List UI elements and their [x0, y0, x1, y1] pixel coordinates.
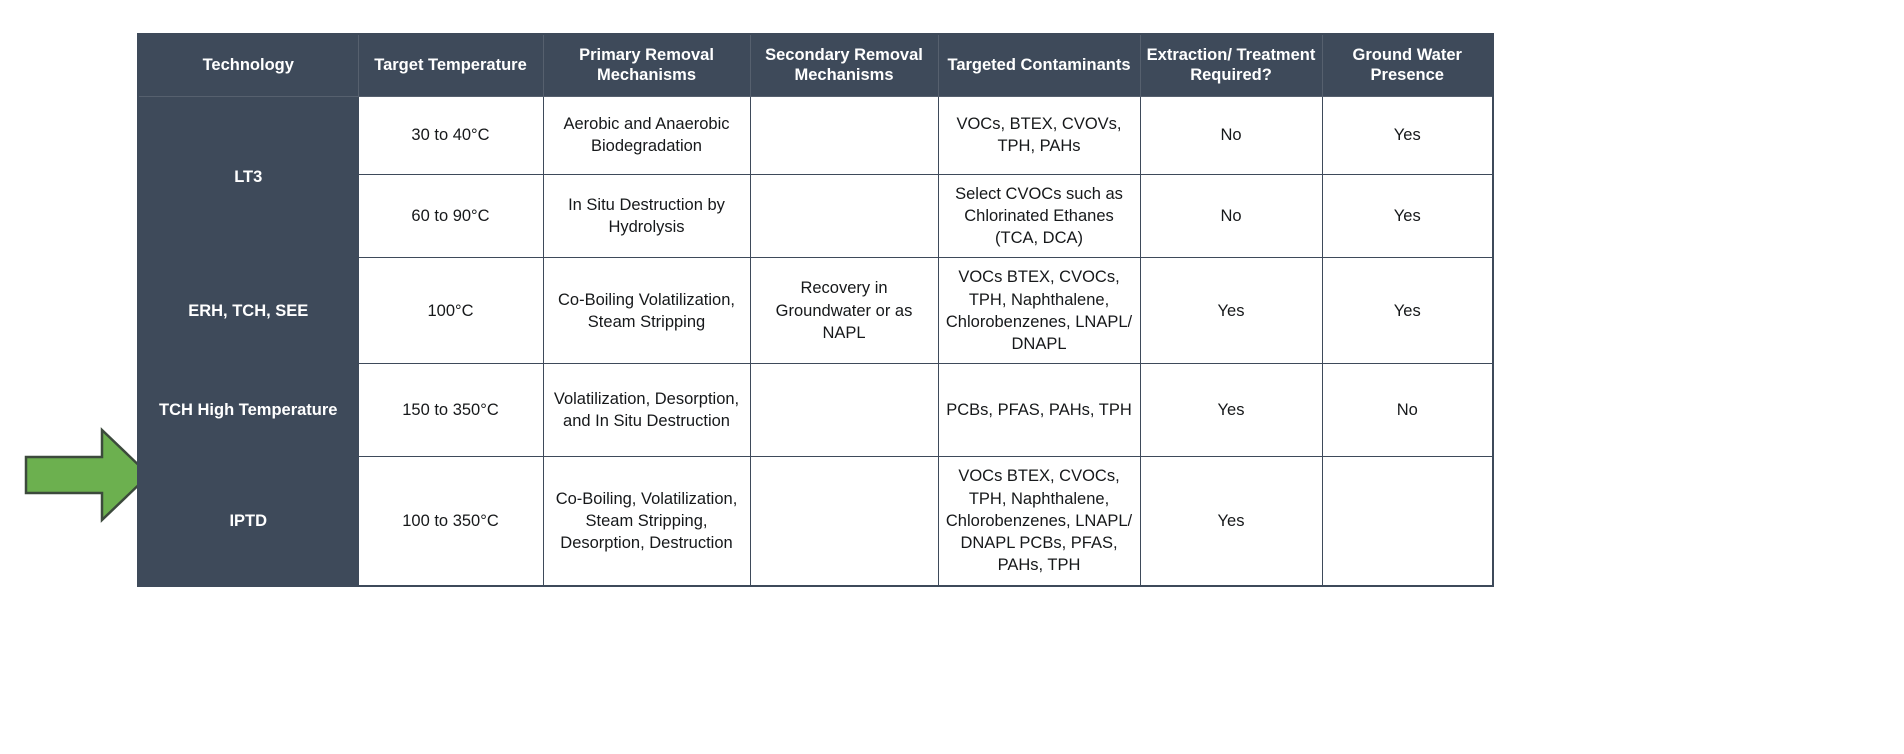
- cell-target-temperature: 150 to 350°C: [357, 363, 544, 458]
- cell-targeted-contaminants: Select CVOCs such as Chlorinated Ethanes…: [937, 173, 1141, 259]
- table-header: Technology Target Temperature Primary Re…: [137, 33, 1494, 97]
- table-body: LT3 30 to 40°C Aerobic and Anaerobic Bio…: [137, 95, 1494, 587]
- cell-ground-water-presence: Yes: [1321, 95, 1494, 175]
- cell-technology-lt3: LT3: [137, 95, 359, 259]
- cell-target-temperature: 100°C: [357, 257, 544, 365]
- column-header-ground-water-presence: Ground Water Presence: [1321, 33, 1494, 97]
- column-header-targeted-contaminants: Targeted Contaminants: [937, 33, 1141, 97]
- column-header-primary-removal-mechanisms: Primary Removal Mechanisms: [542, 33, 751, 97]
- cell-extraction-required: Yes: [1139, 363, 1323, 458]
- cell-secondary-removal: [749, 456, 939, 587]
- cell-secondary-removal: [749, 95, 939, 175]
- column-header-secondary-removal-mechanisms: Secondary Removal Mechanisms: [749, 33, 939, 97]
- cell-secondary-removal: [749, 173, 939, 259]
- cell-primary-removal: Aerobic and Anaerobic Biodegradation: [542, 95, 751, 175]
- cell-technology-erh-tch-see: ERH, TCH, SEE: [137, 257, 359, 365]
- table-row: IPTD 100 to 350°C Co-Boiling, Volatiliza…: [137, 456, 1494, 587]
- column-header-extraction-treatment-required: Extraction/ Treatment Required?: [1139, 33, 1323, 97]
- cell-ground-water-presence: [1321, 456, 1494, 587]
- cell-extraction-required: No: [1139, 173, 1323, 259]
- cell-targeted-contaminants: VOCs, BTEX, CVOVs, TPH, PAHs: [937, 95, 1141, 175]
- cell-extraction-required: Yes: [1139, 456, 1323, 587]
- column-header-technology: Technology: [137, 33, 359, 97]
- cell-targeted-contaminants: PCBs, PFAS, PAHs, TPH: [937, 363, 1141, 458]
- cell-secondary-removal: Recovery in Groundwater or as NAPL: [749, 257, 939, 365]
- cell-ground-water-presence: Yes: [1321, 173, 1494, 259]
- header-row: Technology Target Temperature Primary Re…: [137, 33, 1494, 97]
- green-pointer-arrow: [20, 420, 155, 530]
- cell-targeted-contaminants: VOCs BTEX, CVOCs, TPH, Naphthalene, Chlo…: [937, 456, 1141, 587]
- cell-secondary-removal: [749, 363, 939, 458]
- cell-extraction-required: Yes: [1139, 257, 1323, 365]
- cell-technology-iptd: IPTD: [137, 456, 359, 587]
- cell-extraction-required: No: [1139, 95, 1323, 175]
- table-row-highlighted: TCH High Temperature 150 to 350°C Volati…: [137, 363, 1494, 458]
- cell-targeted-contaminants: VOCs BTEX, CVOCs, TPH, Naphthalene, Chlo…: [937, 257, 1141, 365]
- cell-ground-water-presence: Yes: [1321, 257, 1494, 365]
- column-header-target-temperature: Target Temperature: [357, 33, 544, 97]
- cell-target-temperature: 100 to 350°C: [357, 456, 544, 587]
- cell-technology-tch-high-temperature: TCH High Temperature: [137, 363, 359, 458]
- cell-target-temperature: 60 to 90°C: [357, 173, 544, 259]
- cell-primary-removal: Volatilization, Desorption, and In Situ …: [542, 363, 751, 458]
- arrow-right-icon: [24, 427, 151, 523]
- cell-primary-removal: Co-Boiling, Volatilization, Steam Stripp…: [542, 456, 751, 587]
- technology-comparison-table-container: Technology Target Temperature Primary Re…: [137, 33, 1494, 587]
- table-row: LT3 30 to 40°C Aerobic and Anaerobic Bio…: [137, 95, 1494, 259]
- cell-primary-removal: In Situ Destruction by Hydrolysis: [542, 173, 751, 259]
- cell-primary-removal: Co-Boiling Volatilization, Steam Strippi…: [542, 257, 751, 365]
- cell-target-temperature: 30 to 40°C: [357, 95, 544, 175]
- technology-comparison-table: Technology Target Temperature Primary Re…: [137, 33, 1494, 587]
- cell-ground-water-presence: No: [1321, 363, 1494, 458]
- table-row: ERH, TCH, SEE 100°C Co-Boiling Volatiliz…: [137, 257, 1494, 365]
- table-row: 60 to 90°C In Situ Destruction by Hydrol…: [138, 173, 1494, 259]
